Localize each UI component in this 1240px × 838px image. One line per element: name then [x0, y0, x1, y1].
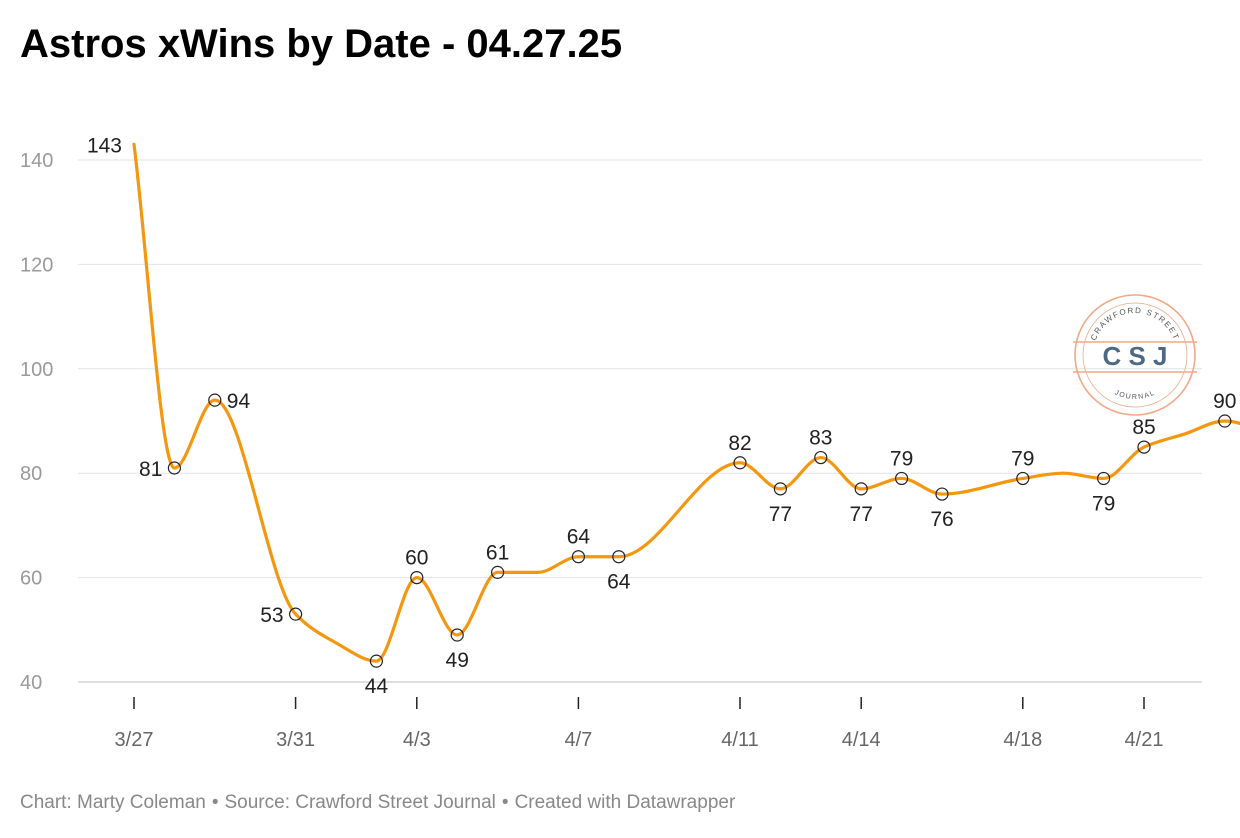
watermark-inner-ring [1082, 302, 1188, 408]
watermark-top-text: CRAWFORD STREET [1089, 306, 1181, 342]
data-label: 79 [1011, 447, 1034, 470]
data-point-marker [894, 471, 909, 486]
data-label: 77 [769, 503, 792, 526]
data-markers [167, 393, 1232, 668]
data-point-marker [491, 565, 505, 579]
data-point-marker [1137, 440, 1151, 454]
x-tick-label: 3/27 [115, 729, 154, 751]
footer-source: Source: Crawford Street Journal [224, 792, 496, 813]
y-tick-label: 40 [20, 672, 42, 694]
data-label: 83 [809, 427, 832, 450]
series-line [132, 142, 1240, 663]
data-label: 53 [260, 604, 283, 627]
y-gridlines [78, 159, 1202, 683]
footer-author: Chart: Marty Coleman [20, 792, 206, 813]
x-tick-label: 4/21 [1125, 729, 1164, 751]
series-line-group [132, 142, 1240, 663]
watermark-bottom-text: JOURNAL [1113, 389, 1156, 401]
chart-title: Astros xWins by Date - 04.27.25 [20, 22, 623, 66]
y-tick-label: 100 [20, 359, 53, 381]
y-tick-label: 120 [20, 254, 53, 276]
data-label: 90 [1213, 390, 1236, 413]
data-point-marker [935, 487, 949, 501]
data-point-marker [167, 461, 181, 475]
data-label: 79 [890, 447, 913, 470]
data-label: 60 [405, 547, 428, 570]
data-label: 79 [1092, 492, 1115, 515]
data-point-marker [1218, 414, 1232, 428]
x-tick-label: 4/7 [564, 729, 592, 751]
data-label: 61 [486, 541, 509, 564]
data-label: 94 [227, 390, 251, 413]
data-point-marker [1096, 471, 1111, 486]
data-label: 49 [446, 649, 469, 672]
data-point-marker [450, 628, 464, 642]
data-point-marker [369, 654, 383, 668]
data-point-marker [854, 482, 868, 496]
data-point-marker [289, 607, 303, 621]
data-point-marker [1016, 471, 1030, 486]
csj-watermark-logo: CRAWFORD STREET JOURNAL C S J [1073, 294, 1197, 416]
data-label: 64 [607, 571, 631, 594]
y-tick-label: 80 [20, 463, 42, 485]
data-point-marker [773, 482, 788, 496]
footer-separator: • [211, 792, 219, 813]
x-tick-label: 4/14 [842, 729, 881, 751]
y-axis: 40 60 80 100 120 140 [20, 150, 53, 694]
data-labels: 143 81 94 53 44 60 49 61 64 64 82 77 83 77 79 76 79 79 85 9… [87, 134, 1237, 698]
x-axis: 3/273/314/34/74/114/144/184/214/25 [115, 697, 1164, 751]
x-tick-label: 3/31 [276, 729, 315, 751]
data-point-marker [410, 570, 424, 585]
x-tick-label: 4/18 [1003, 729, 1042, 751]
data-label: 77 [850, 503, 873, 526]
data-label: 44 [365, 675, 389, 698]
data-label: 76 [930, 508, 953, 531]
data-point-marker [733, 456, 747, 470]
y-tick-label: 60 [20, 568, 42, 590]
data-label: 85 [1132, 416, 1155, 439]
data-point-marker [571, 550, 586, 564]
x-tick-label: 4/3 [403, 729, 431, 751]
data-point-marker [208, 393, 222, 407]
data-point-marker [814, 450, 828, 465]
y-tick-label: 140 [20, 150, 53, 172]
footer-created-with: Created with Datawrapper [514, 792, 736, 813]
chart-footer: Chart: Marty Coleman • Source: Crawford St… [20, 792, 735, 814]
data-label: 143 [87, 134, 122, 157]
data-label: 81 [139, 458, 162, 481]
data-label: 64 [567, 526, 591, 549]
data-point-marker [612, 550, 626, 564]
x-tick-label: 4/11 [721, 729, 758, 751]
data-label: 82 [728, 432, 751, 455]
watermark-outer-ring [1074, 294, 1196, 416]
footer-separator: • [501, 792, 509, 813]
watermark-initials: C S J [1102, 341, 1167, 371]
